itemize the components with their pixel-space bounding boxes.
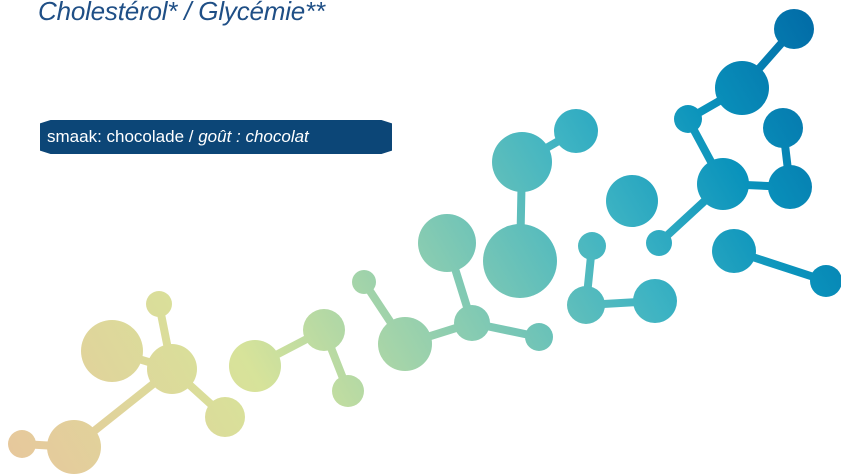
flavor-badge: smaak: chocolade / goût : chocolat [40,120,392,154]
flavor-label-fr: goût : chocolat [198,127,309,146]
flavor-label-nl: smaak: chocolade / [47,127,199,146]
molecule-atoms [8,9,841,474]
headline: Cholestérol* / Glycémie** [38,0,325,26]
